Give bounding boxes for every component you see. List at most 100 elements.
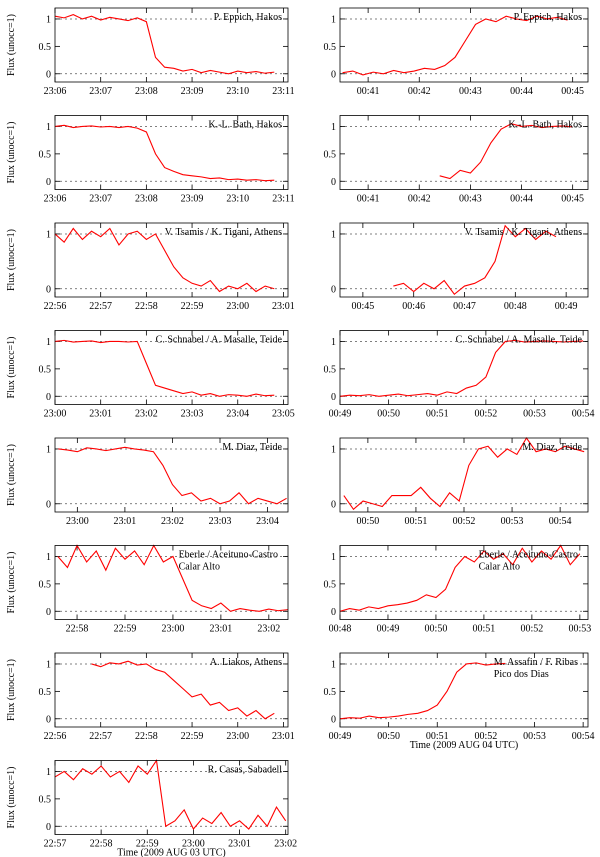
x-tick-label: 00:50 bbox=[425, 624, 448, 635]
x-tick-label: 00:46 bbox=[402, 301, 425, 312]
x-tick-label: 00:53 bbox=[568, 624, 591, 635]
y-tick-label: 0 bbox=[46, 714, 51, 725]
x-tick-label: 00:51 bbox=[426, 409, 449, 420]
annotation: K.-L. Bath, Hakos bbox=[208, 120, 282, 131]
x-tick-label: 23:01 bbox=[228, 839, 251, 850]
y-tick-label: 1 bbox=[46, 444, 51, 455]
y-axis-label: Flux (unocc=1) bbox=[6, 766, 17, 828]
x-tick-label: 00:48 bbox=[504, 301, 527, 312]
light-curve bbox=[339, 339, 584, 397]
x-tick-label: 23:00 bbox=[44, 409, 67, 420]
plot-frame bbox=[339, 115, 589, 190]
plot-frame bbox=[54, 437, 289, 513]
x-tick-label: 23:03 bbox=[181, 409, 204, 420]
x-tick-label: 00:41 bbox=[357, 86, 380, 97]
light-curve bbox=[393, 224, 557, 296]
light-curve bbox=[54, 227, 275, 293]
annotation: M. Diaz, Teide bbox=[222, 442, 282, 453]
x-tick-label: 00:54 bbox=[549, 516, 572, 527]
panel: 00:49 00:50 00:51 00:52 00:53 00:54 0 0.5 1 M. As… bbox=[324, 652, 595, 751]
y-tick-label: 0 bbox=[331, 392, 336, 403]
plot-frame bbox=[54, 652, 289, 728]
x-tick-label: 23:04 bbox=[256, 516, 279, 527]
x-tick-label: 23:07 bbox=[89, 86, 112, 97]
y-tick-label: 1 bbox=[331, 444, 336, 455]
x-tick-label: 22:59 bbox=[114, 624, 137, 635]
annotation: Eberle / Aceituno-Castro bbox=[479, 550, 578, 561]
x-tick-label: 23:06 bbox=[44, 86, 67, 97]
light-curve bbox=[91, 660, 275, 720]
panel: 00:50 00:51 00:52 00:53 00:54 0 1 M. Diaz, Teid… bbox=[331, 436, 589, 527]
light-curve bbox=[439, 123, 573, 180]
x-tick-label: 23:00 bbox=[162, 624, 185, 635]
x-tick-label: 00:49 bbox=[377, 624, 400, 635]
panel: 00:41 00:42 00:43 00:44 00:45 0 0.5 1 P. Eppich,… bbox=[324, 7, 589, 97]
annotation: Pico dos Dias bbox=[494, 669, 549, 680]
y-tick-label: 0 bbox=[331, 607, 336, 618]
y-tick-label: 1 bbox=[46, 552, 51, 563]
y-tick-label: 0.5 bbox=[39, 364, 52, 375]
annotation: C. Schnabel / A. Masalle, Teide bbox=[456, 335, 583, 346]
light-curve bbox=[54, 124, 275, 182]
y-tick-label: 1 bbox=[46, 337, 51, 348]
x-tick-label: 00:53 bbox=[523, 409, 546, 420]
x-tick-label: 00:48 bbox=[329, 624, 352, 635]
x-tick-label: 23:01 bbox=[209, 624, 232, 635]
x-tick-label: 00:42 bbox=[408, 194, 431, 205]
plot-frame bbox=[339, 222, 589, 298]
panel: 23:06 23:07 23:08 23:09 23:10 23:11 0 0.5 1 P. Ep… bbox=[6, 7, 295, 97]
plot-frame bbox=[54, 545, 289, 620]
x-tick-label: 00:44 bbox=[510, 86, 533, 97]
y-tick-label: 1 bbox=[331, 337, 336, 348]
plot-frame bbox=[54, 330, 289, 405]
panel: 22:57 22:58 22:59 23:00 23:01 23:02 0 0.5 1 R. Ca… bbox=[6, 759, 297, 857]
x-tick-label: 00:49 bbox=[329, 409, 352, 420]
annotation: R. Casas, Sabadell bbox=[208, 765, 283, 776]
annotation: Calar Alto bbox=[479, 562, 520, 573]
x-tick-label: 00:49 bbox=[555, 301, 578, 312]
plot-frame bbox=[54, 760, 289, 835]
x-tick-label: 00:52 bbox=[474, 731, 497, 742]
y-tick-label: 1 bbox=[46, 14, 51, 25]
x-tick-label: 23:08 bbox=[135, 194, 158, 205]
x-tick-label: 23:08 bbox=[135, 86, 158, 97]
x-axis-label: Time (2009 AUG 03 UTC) bbox=[117, 848, 226, 857]
x-tick-label: 23:01 bbox=[114, 516, 137, 527]
annotation: A. Liakos, Athens bbox=[210, 657, 282, 668]
x-tick-label: 23:02 bbox=[161, 516, 184, 527]
x-tick-label: 00:53 bbox=[523, 731, 546, 742]
plot-frame bbox=[339, 437, 589, 513]
y-axis-label: Flux (unocc=1) bbox=[6, 444, 17, 506]
y-tick-label: 0.5 bbox=[324, 42, 337, 53]
light-curve bbox=[57, 544, 289, 612]
x-tick-label: 00:43 bbox=[459, 194, 482, 205]
annotation: M. Diaz, Teide bbox=[522, 442, 582, 453]
x-tick-label: 23:00 bbox=[226, 301, 249, 312]
x-tick-label: 23:10 bbox=[226, 86, 249, 97]
annotation: K.-L. Bath, Hakos bbox=[508, 120, 582, 131]
y-axis-label: Flux (unocc=1) bbox=[6, 336, 17, 398]
annotation: M. Assafin / F. Ribas bbox=[494, 657, 578, 668]
x-tick-label: 23:01 bbox=[272, 301, 295, 312]
x-tick-label: 22:58 bbox=[135, 731, 158, 742]
x-tick-label: 22:57 bbox=[89, 301, 112, 312]
panel: 00:45 00:46 00:47 00:48 00:49 0 1 V. Tsamis / K… bbox=[331, 222, 589, 312]
panel: 22:56 22:57 22:58 22:59 23:00 23:01 0 0.5 1 A. Li… bbox=[6, 652, 295, 742]
x-tick-label: 23:10 bbox=[226, 194, 249, 205]
plot-frame bbox=[339, 652, 589, 728]
annotation: P. Eppich, Hakos bbox=[514, 12, 582, 23]
annotation: V. Tsamis / K. Tigani, Athens bbox=[465, 227, 582, 238]
y-tick-label: 1 bbox=[46, 122, 51, 133]
light-curve bbox=[54, 339, 275, 397]
panel: 00:48 00:49 00:50 00:51 00:52 00:53 0 0.5 1 Eberl… bbox=[324, 544, 591, 635]
y-tick-label: 0 bbox=[46, 499, 51, 510]
x-tick-label: 23:09 bbox=[181, 86, 204, 97]
x-tick-label: 23:01 bbox=[272, 731, 295, 742]
x-tick-label: 23:02 bbox=[274, 839, 297, 850]
y-tick-label: 0.5 bbox=[324, 364, 337, 375]
x-tick-label: 00:51 bbox=[426, 731, 449, 742]
x-tick-label: 22:57 bbox=[89, 731, 112, 742]
y-tick-label: 0 bbox=[331, 177, 336, 188]
y-tick-label: 0.5 bbox=[39, 579, 52, 590]
panel: 23:00 23:01 23:02 23:03 23:04 23:05 0 0.5 1 C. Sc… bbox=[6, 330, 295, 420]
